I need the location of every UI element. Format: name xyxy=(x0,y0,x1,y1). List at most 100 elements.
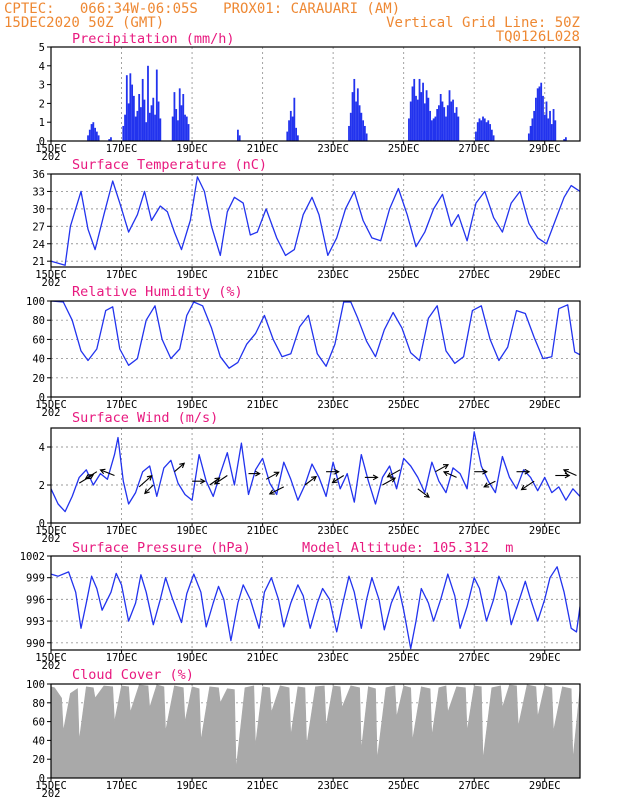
precip-bar xyxy=(363,125,366,141)
x-tick-label: 17DEC xyxy=(106,652,138,664)
wind-arrow xyxy=(100,469,115,477)
x-tick-label: 15DEC xyxy=(35,399,67,411)
x-tick-label: 21DEC xyxy=(247,269,279,281)
precip-bar xyxy=(145,122,148,141)
precip-bar xyxy=(492,135,495,141)
wind-arrow-head xyxy=(255,470,261,477)
panel-precip: 15DEC 17DEC 19DEC 21DEC 23DEC 25DEC 27DEC 29DEC… xyxy=(35,42,581,163)
x-tick-label: 23DEC xyxy=(317,143,349,155)
y-tick-label: 100 xyxy=(26,296,45,308)
precip-bar xyxy=(547,118,550,141)
precip-bar xyxy=(554,120,557,141)
precip-bar xyxy=(549,110,551,141)
panel-pressure: 15DEC 17DEC 19DEC 21DEC 23DEC 25DEC 27DEC 29DEC… xyxy=(20,551,581,672)
panel-pressure-title: Surface Pressure (hPa) xyxy=(72,540,251,556)
y-tick-label: 80 xyxy=(32,698,45,710)
precip-bar xyxy=(152,97,155,141)
x-tick-label: 27DEC xyxy=(458,399,490,411)
x-tick-label: 23DEC xyxy=(317,652,349,664)
precip-bar xyxy=(411,86,414,141)
x-tick-label: 29DEC xyxy=(529,525,561,537)
wind-arrow-head xyxy=(84,474,91,480)
wind-arrow xyxy=(332,475,345,483)
precip-bar xyxy=(427,97,430,141)
precip-bar xyxy=(443,107,446,141)
y-tick-label: 990 xyxy=(26,638,45,650)
precip-bar xyxy=(296,135,299,141)
precip-bar xyxy=(448,90,451,141)
y-tick-label: 996 xyxy=(26,594,45,606)
x-tick-label: 29DEC xyxy=(529,269,561,281)
x-tick-label: 21DEC xyxy=(247,525,279,537)
x-tick-label: 19DEC xyxy=(176,652,208,664)
precip-bar xyxy=(288,120,290,141)
precip-bar xyxy=(175,109,178,141)
precip-bar xyxy=(182,94,185,141)
precip-bar xyxy=(131,84,134,141)
precip-bar xyxy=(552,109,555,141)
precip-bar xyxy=(543,114,546,141)
precip-bar xyxy=(95,131,98,141)
precip-bar xyxy=(138,94,141,141)
wind-arrow xyxy=(417,488,430,498)
wind-arrow-head xyxy=(99,468,106,475)
precip-bar xyxy=(446,105,449,141)
x-tick-label: 27DEC xyxy=(458,780,490,792)
precip-bar xyxy=(445,116,447,141)
precip-bar xyxy=(108,139,111,141)
wind-arrow-head xyxy=(146,474,153,481)
plot-frame xyxy=(50,427,581,524)
y-tick-label: 0 xyxy=(39,773,45,785)
wind-arrow-head xyxy=(390,477,397,483)
precip-bar xyxy=(238,135,241,141)
x-tick-label: 15DEC xyxy=(35,143,67,155)
precip-bar xyxy=(360,112,363,141)
precip-bar xyxy=(355,101,357,141)
wind-arrow xyxy=(382,477,396,486)
x-tick-label: 17DEC xyxy=(106,143,138,155)
panel-cloud-title: Cloud Cover (%) xyxy=(72,667,194,683)
wind-arrow-head xyxy=(562,468,569,475)
precip-bar xyxy=(450,101,453,141)
wind-arrow xyxy=(563,469,577,477)
precip-bar xyxy=(90,124,93,141)
wind-arrow-head xyxy=(88,474,95,480)
x-tick-label: 25DEC xyxy=(388,399,420,411)
precip-bar xyxy=(408,118,410,141)
plot-area xyxy=(51,301,580,369)
x-tick-label: 25DEC xyxy=(388,652,420,664)
precip-bar xyxy=(349,112,352,141)
x-year-label: 202 xyxy=(42,660,61,672)
panel-temperature-title: Surface Temperature (nC) xyxy=(72,157,267,173)
precip-bar xyxy=(478,118,481,141)
precip-bar xyxy=(413,78,416,141)
wind-arrow-head xyxy=(273,471,280,477)
precip-bar xyxy=(110,137,112,141)
precip-bar xyxy=(438,105,440,141)
plot-area xyxy=(51,431,580,513)
x-tick-label: 15DEC xyxy=(35,525,67,537)
x-tick-label: 27DEC xyxy=(458,143,490,155)
header-date: 15DEC2020 50Z (GMT) xyxy=(4,15,164,31)
header-location: CPTEC: 066:34W-06:05S PROX01: CARAUARI (… xyxy=(4,1,400,17)
precip-bar xyxy=(134,116,137,141)
precip-bar xyxy=(423,103,426,141)
precip-bar xyxy=(550,124,553,141)
wind-arrow-head xyxy=(482,468,488,475)
y-tick-label: 40 xyxy=(32,354,45,366)
precip-bar xyxy=(452,99,454,141)
x-tick-label: 15DEC xyxy=(35,269,67,281)
precip-bar xyxy=(358,105,361,141)
wind-arrow-head xyxy=(442,470,449,477)
precip-bar xyxy=(180,105,183,141)
x-tick-label: 19DEC xyxy=(176,780,208,792)
precip-bar xyxy=(429,110,432,141)
precip-bar xyxy=(87,135,89,141)
x-year-label: 202 xyxy=(42,277,61,289)
y-tick-label: 2 xyxy=(39,98,45,110)
wind-arrow xyxy=(174,462,185,473)
wind-arrow xyxy=(214,475,228,485)
x-tick-label: 19DEC xyxy=(176,143,208,155)
precip-bar xyxy=(453,112,456,141)
x-tick-label: 29DEC xyxy=(529,652,561,664)
